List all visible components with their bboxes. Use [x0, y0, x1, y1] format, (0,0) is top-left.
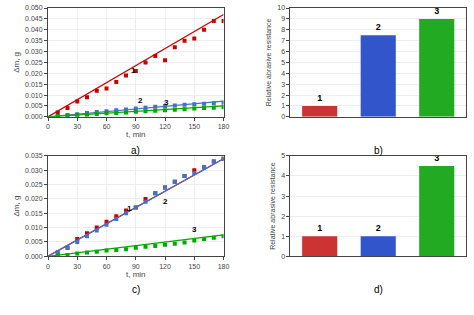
svg-text:4: 4 — [281, 172, 285, 179]
svg-text:3: 3 — [281, 81, 285, 88]
svg-text:t, min: t, min — [126, 270, 146, 279]
svg-text:2: 2 — [376, 223, 381, 233]
svg-text:1: 1 — [317, 93, 322, 103]
svg-text:10: 10 — [277, 4, 285, 11]
svg-text:180: 180 — [218, 123, 230, 130]
svg-text:90: 90 — [132, 263, 140, 270]
svg-text:0.000: 0.000 — [25, 253, 43, 260]
svg-text:6: 6 — [281, 48, 285, 55]
svg-text:0.035: 0.035 — [25, 152, 43, 159]
svg-text:0.005: 0.005 — [25, 102, 43, 109]
svg-text:0.025: 0.025 — [25, 181, 43, 188]
svg-text:120: 120 — [159, 123, 171, 130]
svg-text:150: 150 — [188, 263, 200, 270]
svg-text:0.040: 0.040 — [25, 26, 43, 33]
svg-text:2: 2 — [281, 213, 285, 220]
svg-text:2: 2 — [376, 22, 381, 32]
svg-text:1: 1 — [281, 233, 285, 240]
svg-text:d): d) — [374, 284, 383, 295]
svg-text:0.020: 0.020 — [25, 70, 43, 77]
svg-text:1: 1 — [127, 204, 132, 213]
svg-text:c): c) — [132, 284, 140, 295]
svg-text:a): a) — [131, 145, 140, 156]
svg-text:2: 2 — [163, 197, 168, 206]
svg-text:0: 0 — [46, 123, 50, 130]
svg-text:3: 3 — [192, 225, 197, 234]
svg-text:90: 90 — [132, 123, 140, 130]
svg-text:8: 8 — [281, 26, 285, 33]
svg-text:0.015: 0.015 — [25, 210, 43, 217]
svg-text:0.030: 0.030 — [25, 48, 43, 55]
svg-text:Δm, g: Δm, g — [12, 196, 21, 217]
svg-text:0.015: 0.015 — [25, 81, 43, 88]
svg-text:0.020: 0.020 — [25, 195, 43, 202]
svg-text:t, min: t, min — [126, 130, 146, 139]
svg-text:0.000: 0.000 — [25, 113, 43, 120]
svg-text:3: 3 — [281, 193, 285, 200]
svg-text:0.010: 0.010 — [25, 224, 43, 231]
svg-text:1: 1 — [131, 66, 136, 75]
svg-text:5: 5 — [281, 152, 285, 159]
svg-text:1: 1 — [281, 102, 285, 109]
svg-text:2: 2 — [281, 92, 285, 99]
svg-text:2: 2 — [138, 96, 143, 105]
svg-text:120: 120 — [159, 263, 171, 270]
svg-text:3: 3 — [164, 98, 169, 107]
svg-text:4: 4 — [281, 70, 285, 77]
svg-text:30: 30 — [73, 123, 81, 130]
svg-text:0.010: 0.010 — [25, 92, 43, 99]
svg-text:150: 150 — [188, 123, 200, 130]
svg-text:0.030: 0.030 — [25, 167, 43, 174]
svg-text:0: 0 — [281, 253, 285, 260]
svg-text:0.025: 0.025 — [25, 59, 43, 66]
svg-text:0: 0 — [281, 113, 285, 120]
svg-text:0.035: 0.035 — [25, 37, 43, 44]
svg-text:3: 3 — [434, 6, 439, 16]
svg-text:0.045: 0.045 — [25, 15, 43, 22]
svg-text:60: 60 — [103, 263, 111, 270]
svg-text:0.005: 0.005 — [25, 238, 43, 245]
svg-text:Relative abrasive resistance: Relative abrasive resistance — [269, 162, 276, 250]
svg-text:b): b) — [374, 145, 383, 156]
svg-text:0.050: 0.050 — [25, 4, 43, 11]
svg-text:7: 7 — [281, 37, 285, 44]
svg-text:3: 3 — [434, 153, 439, 163]
svg-text:Relative abrasive resistance: Relative abrasive resistance — [265, 19, 272, 107]
svg-text:1: 1 — [317, 223, 322, 233]
svg-text:5: 5 — [281, 59, 285, 66]
svg-text:0: 0 — [46, 263, 50, 270]
svg-text:60: 60 — [103, 123, 111, 130]
svg-text:9: 9 — [281, 15, 285, 22]
svg-text:Δm, g: Δm, g — [12, 52, 21, 73]
svg-text:180: 180 — [218, 263, 230, 270]
svg-text:30: 30 — [73, 263, 81, 270]
